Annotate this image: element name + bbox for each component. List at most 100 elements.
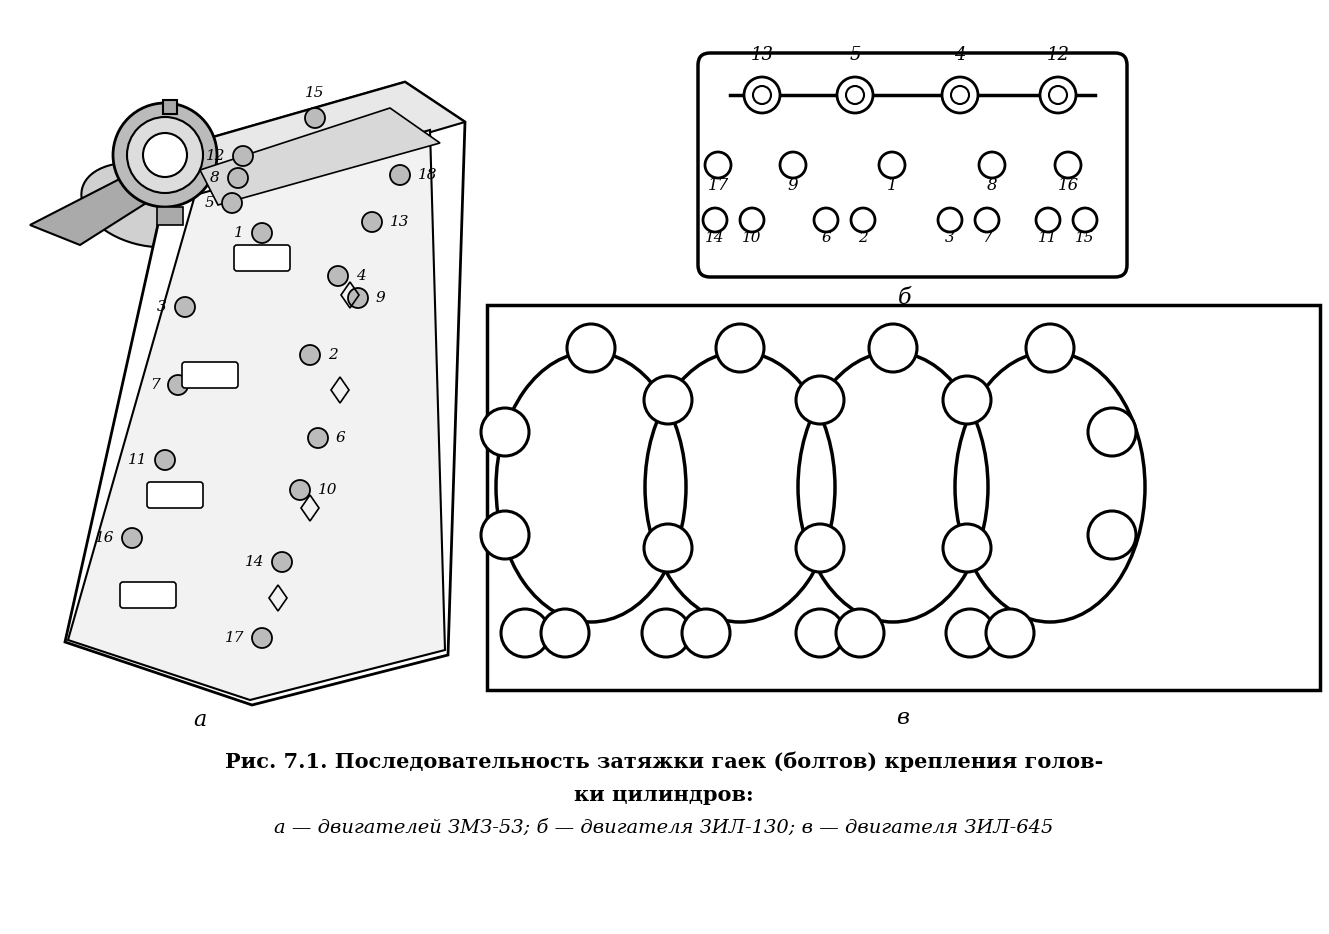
Text: 19: 19 (1102, 425, 1122, 439)
Circle shape (167, 375, 187, 395)
Text: 1: 1 (886, 177, 897, 193)
Circle shape (253, 628, 272, 648)
Text: а — двигателей ЗМЗ-53; б — двигателя ЗИЛ-130; в — двигателя ЗИЛ-645: а — двигателей ЗМЗ-53; б — двигателя ЗИЛ… (274, 819, 1054, 837)
Circle shape (682, 609, 730, 657)
Polygon shape (157, 207, 183, 225)
Text: 11: 11 (128, 453, 148, 467)
Text: 4: 4 (356, 269, 365, 283)
Circle shape (942, 77, 978, 113)
FancyBboxPatch shape (234, 245, 290, 271)
Text: 2: 2 (859, 231, 868, 245)
Text: ки цилиндров:: ки цилиндров: (574, 785, 754, 805)
Circle shape (481, 511, 529, 559)
Circle shape (944, 524, 991, 572)
Text: 2: 2 (328, 348, 338, 362)
Text: 1: 1 (234, 226, 245, 240)
Ellipse shape (199, 180, 234, 199)
Circle shape (290, 480, 310, 500)
Text: 15: 15 (306, 86, 324, 100)
Text: 9: 9 (962, 393, 971, 407)
Circle shape (645, 524, 692, 572)
Circle shape (272, 552, 292, 572)
Circle shape (946, 609, 994, 657)
Text: 9: 9 (376, 291, 385, 305)
Circle shape (222, 193, 242, 213)
Text: 14: 14 (556, 626, 574, 640)
Text: 22: 22 (496, 528, 514, 542)
Circle shape (328, 266, 348, 286)
Text: 21: 21 (1102, 528, 1122, 542)
Circle shape (944, 376, 991, 424)
Circle shape (300, 345, 320, 365)
Circle shape (541, 609, 589, 657)
Text: 6: 6 (821, 231, 831, 245)
Polygon shape (175, 82, 465, 188)
Text: 13: 13 (389, 215, 409, 229)
Text: 5: 5 (205, 196, 214, 210)
Text: 4: 4 (888, 341, 898, 355)
FancyBboxPatch shape (148, 482, 203, 508)
Text: б: б (898, 287, 912, 309)
FancyBboxPatch shape (486, 305, 1320, 690)
Circle shape (389, 165, 411, 185)
Text: 7: 7 (150, 378, 159, 392)
Text: 8: 8 (210, 171, 221, 185)
Polygon shape (31, 148, 195, 245)
Circle shape (122, 528, 142, 548)
Text: в: в (897, 707, 909, 729)
Circle shape (348, 288, 368, 308)
Text: 5: 5 (815, 626, 825, 640)
Polygon shape (199, 108, 440, 205)
Circle shape (233, 146, 253, 166)
FancyBboxPatch shape (163, 100, 177, 114)
Text: 18: 18 (516, 626, 534, 640)
Text: 12: 12 (206, 149, 225, 163)
Text: 11: 11 (1038, 231, 1058, 245)
Text: 14: 14 (245, 555, 264, 569)
Text: 11: 11 (957, 541, 977, 555)
Text: 4: 4 (954, 46, 966, 64)
Polygon shape (65, 82, 465, 705)
Text: 10: 10 (318, 483, 338, 497)
Ellipse shape (201, 202, 230, 219)
Circle shape (1026, 324, 1074, 372)
Polygon shape (68, 130, 445, 700)
Text: 1: 1 (815, 541, 825, 555)
Text: 15: 15 (1075, 231, 1095, 245)
Circle shape (1088, 408, 1136, 456)
Circle shape (869, 324, 917, 372)
Circle shape (113, 103, 217, 207)
Circle shape (229, 168, 249, 188)
Text: 3: 3 (945, 231, 954, 245)
Text: 16: 16 (1058, 177, 1079, 193)
Text: 3: 3 (702, 626, 711, 640)
Ellipse shape (193, 219, 218, 234)
Text: 2: 2 (815, 393, 825, 407)
Circle shape (645, 376, 692, 424)
Text: 5: 5 (849, 46, 861, 64)
Text: 12: 12 (1046, 46, 1070, 64)
Text: 17: 17 (225, 631, 245, 645)
Circle shape (308, 428, 328, 448)
Circle shape (796, 376, 844, 424)
Text: 18: 18 (419, 168, 437, 182)
FancyBboxPatch shape (182, 362, 238, 388)
Text: 14: 14 (706, 231, 724, 245)
Text: 12: 12 (658, 541, 678, 555)
Circle shape (642, 609, 690, 657)
Text: 9: 9 (788, 177, 799, 193)
Text: 16: 16 (94, 531, 114, 545)
Text: 3: 3 (157, 300, 167, 314)
Text: 10: 10 (743, 231, 762, 245)
Text: 8: 8 (986, 177, 997, 193)
Text: а: а (194, 709, 206, 731)
Circle shape (155, 450, 175, 470)
Text: 7: 7 (982, 231, 991, 245)
Circle shape (796, 609, 844, 657)
Ellipse shape (187, 161, 222, 179)
Text: 20: 20 (496, 425, 514, 439)
Text: 6: 6 (735, 341, 744, 355)
Text: 13: 13 (961, 626, 979, 640)
Circle shape (361, 212, 381, 232)
Text: 8: 8 (663, 393, 672, 407)
